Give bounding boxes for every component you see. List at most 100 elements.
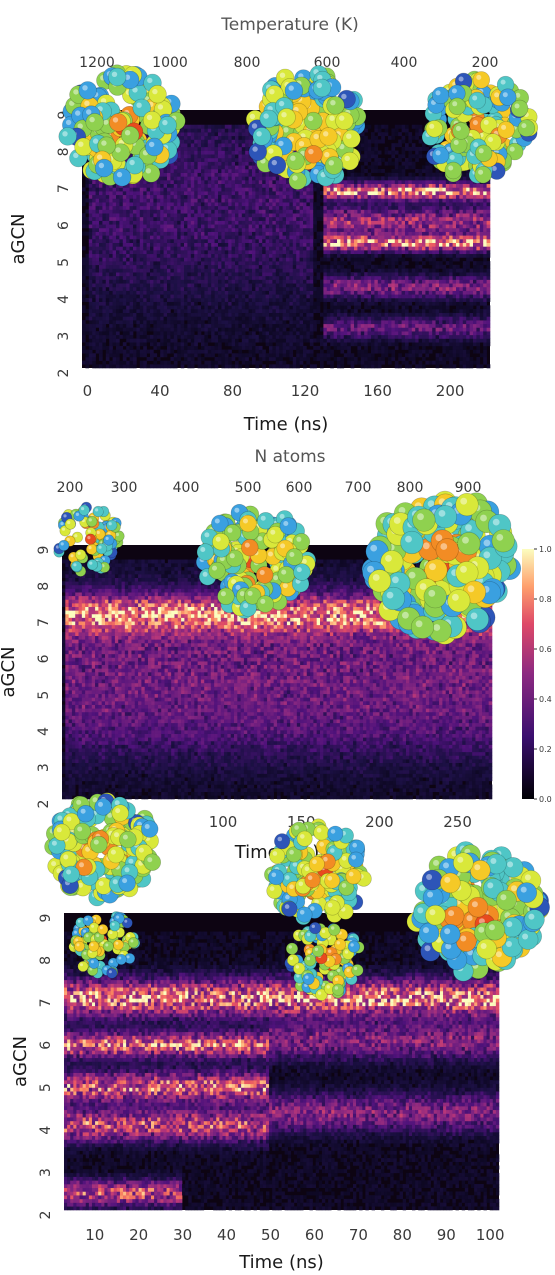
heatmap-cell <box>232 261 236 265</box>
heatmap-cell <box>130 298 134 302</box>
heatmap-cell <box>323 294 327 298</box>
heatmap-cell <box>232 154 236 158</box>
heatmap-cell <box>347 254 351 258</box>
heatmap-cell <box>262 283 266 287</box>
heatmap-cell <box>235 294 239 298</box>
heatmap-cell <box>89 287 93 291</box>
heatmap-cell <box>82 221 86 225</box>
heatmap-cell <box>174 228 178 232</box>
heatmap-cell <box>198 191 202 195</box>
heatmap-cell <box>334 254 338 258</box>
heatmap-cell <box>153 228 157 232</box>
heatmap-cell <box>126 202 130 206</box>
heatmap-cell <box>245 210 249 214</box>
heatmap-cell <box>96 191 100 195</box>
heatmap-cell <box>242 176 246 180</box>
heatmap-cell <box>225 239 229 243</box>
heatmap-cell <box>238 254 242 258</box>
heatmap-cell <box>215 132 219 136</box>
heatmap-cell <box>187 213 191 217</box>
heatmap-cell <box>174 213 178 217</box>
heatmap-cell <box>153 210 157 214</box>
heatmap-cell <box>204 353 208 357</box>
heatmap-cell <box>109 339 113 343</box>
heatmap-cell <box>96 202 100 206</box>
heatmap-cell <box>255 195 259 199</box>
heatmap-cell <box>218 169 222 173</box>
heatmap-cell <box>194 291 198 295</box>
heatmap-cell <box>225 210 229 214</box>
heatmap-cell <box>249 250 253 254</box>
heatmap-cell <box>303 235 307 239</box>
heatmap-cell <box>289 221 293 225</box>
heatmap-cell <box>259 357 263 361</box>
heatmap-cell <box>310 342 314 346</box>
heatmap-cell <box>252 257 256 261</box>
heatmap-cell <box>300 228 304 232</box>
heatmap-cell <box>323 313 327 317</box>
heatmap-cell <box>351 232 355 236</box>
heatmap-cell <box>109 257 113 261</box>
heatmap-cell <box>340 213 344 217</box>
heatmap-cell <box>340 320 344 324</box>
heatmap-cell <box>306 246 310 250</box>
heatmap-cell <box>184 324 188 328</box>
heatmap-cell <box>225 213 229 217</box>
heatmap-cell <box>136 235 140 239</box>
heatmap-cell <box>177 228 181 232</box>
heatmap-cell <box>228 327 232 331</box>
heatmap-cell <box>313 184 317 188</box>
heatmap-cell <box>286 228 290 232</box>
heatmap-cell <box>204 280 208 284</box>
heatmap-cell <box>194 154 198 158</box>
heatmap-cell <box>337 198 341 202</box>
heatmap-cell <box>133 202 137 206</box>
heatmap-cell <box>147 239 151 243</box>
heatmap-cell <box>96 184 100 188</box>
heatmap-cell <box>123 217 127 221</box>
heatmap-cell <box>89 272 93 276</box>
heatmap-cell <box>303 357 307 361</box>
heatmap-cell <box>194 184 198 188</box>
heatmap-cell <box>164 305 168 309</box>
heatmap-cell <box>85 268 89 272</box>
heatmap-cell <box>99 210 103 214</box>
heatmap-cell <box>357 361 361 365</box>
heatmap-cell <box>167 291 171 295</box>
heatmap-cell <box>102 224 106 228</box>
heatmap-cell <box>255 221 259 225</box>
heatmap-cell <box>99 283 103 287</box>
heatmap-cell <box>201 357 205 361</box>
heatmap-cell <box>164 221 168 225</box>
heatmap-cell <box>208 257 212 261</box>
heatmap-cell <box>170 191 174 195</box>
heatmap-cell <box>208 213 212 217</box>
heatmap-cell <box>269 280 273 284</box>
heatmap-cell <box>228 272 232 276</box>
heatmap-cell <box>252 176 256 180</box>
heatmap-cell <box>96 221 100 225</box>
heatmap-cell <box>330 287 334 291</box>
heatmap-cell <box>147 265 151 269</box>
heatmap-cell <box>303 265 307 269</box>
heatmap-cell <box>221 327 225 331</box>
heatmap-cell <box>320 280 324 284</box>
heatmap-cell <box>102 298 106 302</box>
heatmap-cell <box>157 228 161 232</box>
heatmap-cell <box>225 184 229 188</box>
heatmap-cell <box>167 346 171 350</box>
heatmap-cell <box>147 302 151 306</box>
heatmap-cell <box>92 213 96 217</box>
heatmap-cell <box>85 298 89 302</box>
heatmap-cell <box>296 291 300 295</box>
heatmap-cell <box>303 198 307 202</box>
heatmap-cell <box>266 254 270 258</box>
heatmap-cell <box>92 313 96 317</box>
heatmap-cell <box>119 246 123 250</box>
heatmap-cell <box>99 250 103 254</box>
heatmap-cell <box>262 265 266 269</box>
heatmap-cell <box>269 210 273 214</box>
heatmap-cell <box>99 335 103 339</box>
heatmap-cell <box>232 353 236 357</box>
heatmap-cell <box>130 335 134 339</box>
